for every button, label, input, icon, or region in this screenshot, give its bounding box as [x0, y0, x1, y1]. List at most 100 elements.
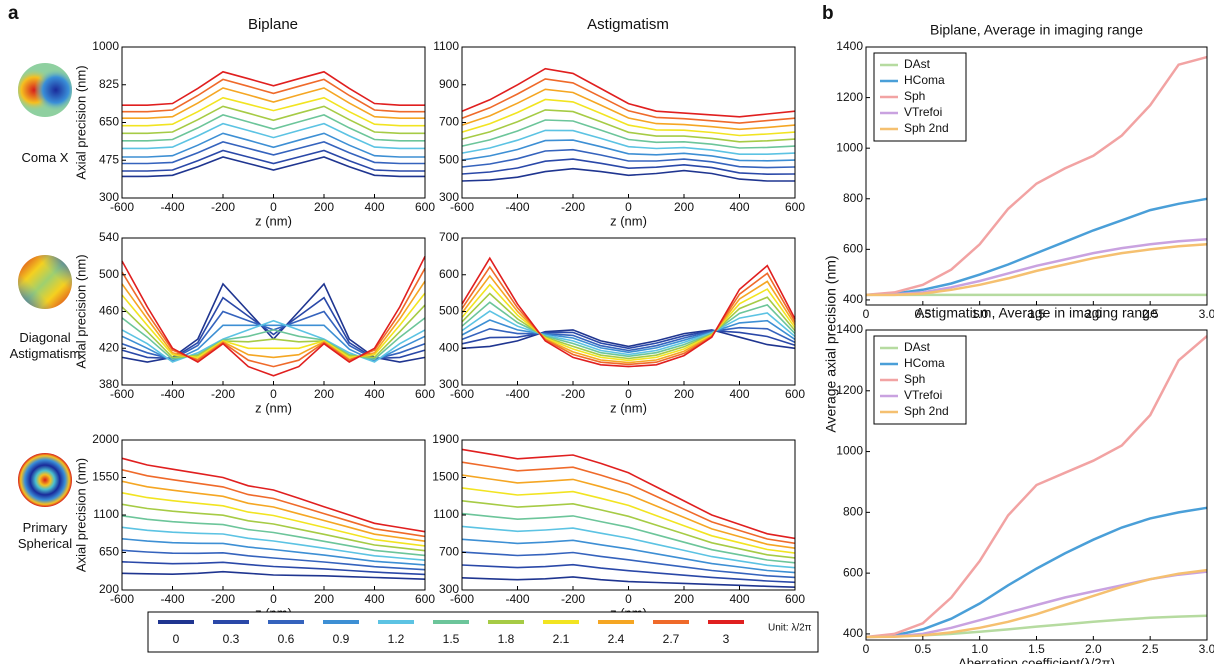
- data-line: [866, 243, 1208, 297]
- chart-title: Biplane, Average in imaging range: [930, 22, 1143, 38]
- x-tick-label: 200: [674, 387, 694, 401]
- legend-label: DAst: [904, 340, 931, 354]
- data-line: [461, 98, 796, 137]
- legend-label: 2.1: [553, 632, 570, 646]
- y-tick-label: 650: [99, 545, 119, 559]
- pupil-coma: [18, 63, 72, 117]
- y-tick-label: 1100: [433, 507, 459, 521]
- y-tick-label: 800: [843, 505, 863, 519]
- data-line: [121, 292, 426, 359]
- panel-label: b: [822, 3, 834, 24]
- y-tick-label: 900: [439, 77, 459, 91]
- x-tick-label: 200: [674, 200, 694, 214]
- legend-label: 2.7: [663, 632, 680, 646]
- data-line: [122, 149, 425, 172]
- legend-label: 1.5: [443, 632, 460, 646]
- x-tick-label: 2.0: [1085, 307, 1102, 321]
- data-line: [461, 487, 796, 554]
- x-tick-label: -400: [160, 387, 184, 401]
- x-tick-label: -200: [561, 387, 585, 401]
- data-line: [461, 551, 796, 579]
- data-line: [461, 78, 796, 124]
- x-tick-label: -200: [561, 200, 585, 214]
- data-line: [122, 87, 425, 119]
- data-line: [122, 141, 425, 165]
- data-line: [461, 67, 796, 118]
- x-tick-label: 0: [863, 642, 870, 656]
- panel-label: a: [8, 3, 19, 24]
- legend-box: [147, 611, 819, 653]
- data-line: [865, 55, 1208, 297]
- x-tick-label: 2.5: [1142, 307, 1159, 321]
- legend-label: 1.2: [388, 632, 405, 646]
- y-tick-label: 300: [439, 190, 459, 204]
- y-tick-label: 1000: [836, 140, 863, 154]
- data-line: [121, 280, 426, 361]
- data-line: [121, 469, 426, 538]
- data-line: [461, 119, 796, 149]
- x-tick-label: 2.0: [1085, 642, 1102, 656]
- x-tick-label: -400: [160, 592, 184, 606]
- column-title: Astigmatism: [587, 16, 669, 33]
- legend-label: DAst: [904, 57, 931, 71]
- data-line: [461, 512, 796, 564]
- data-line: [461, 256, 796, 368]
- data-line: [461, 148, 796, 169]
- data-line: [121, 515, 426, 557]
- x-tick-label: -200: [211, 592, 235, 606]
- y-axis-label: Axial precision (nm): [73, 458, 88, 572]
- chart-title: Astigmatism, Average in imaging range: [915, 305, 1158, 321]
- legend-label: 0: [173, 632, 180, 646]
- x-tick-label: 600: [785, 200, 805, 214]
- x-tick-label: 1.0: [971, 307, 988, 321]
- y-tick-label: 400: [843, 626, 863, 640]
- y-tick-label: 300: [99, 190, 119, 204]
- data-line: [461, 274, 796, 364]
- x-tick-label: 600: [785, 592, 805, 606]
- y-tick-label: 800: [843, 191, 863, 205]
- data-line: [461, 139, 796, 162]
- x-tick-label: 400: [729, 387, 749, 401]
- x-tick-label: -600: [450, 592, 474, 606]
- data-line: [461, 329, 796, 350]
- x-tick-label: 2.5: [1142, 642, 1159, 656]
- data-line: [121, 561, 426, 576]
- y-tick-label: 700: [439, 230, 459, 244]
- x-tick-label: 400: [364, 200, 384, 214]
- y-tick-label: 825: [99, 77, 119, 91]
- x-tick-label: 200: [314, 200, 334, 214]
- y-tick-label: 1000: [836, 444, 863, 458]
- data-line: [461, 563, 796, 584]
- x-tick-label: 0: [270, 592, 277, 606]
- y-tick-label: 300: [439, 582, 459, 596]
- y-tick-label: 1100: [433, 39, 459, 53]
- pupil-astig: [18, 255, 72, 309]
- data-line: [121, 304, 426, 359]
- y-tick-label: 1500: [432, 470, 459, 484]
- y-tick-label: 1900: [432, 432, 459, 446]
- y-tick-label: 1200: [836, 383, 863, 397]
- x-tick-label: 400: [364, 592, 384, 606]
- x-tick-label: 0: [625, 592, 632, 606]
- data-line: [122, 78, 425, 113]
- y-tick-label: 1550: [92, 470, 119, 484]
- data-line: [122, 96, 425, 127]
- data-line: [865, 568, 1208, 639]
- plot-frame: [121, 237, 426, 386]
- x-tick-label: 400: [729, 592, 749, 606]
- legend-label: 0.9: [333, 632, 350, 646]
- y-tick-label: 475: [99, 152, 119, 166]
- x-tick-label: 600: [415, 387, 435, 401]
- data-line: [122, 114, 425, 142]
- legend-label: 2.4: [608, 632, 625, 646]
- column-title: Biplane: [248, 16, 298, 33]
- data-line: [121, 549, 426, 571]
- x-tick-label: -600: [110, 200, 134, 214]
- data-line: [121, 282, 426, 363]
- legend-label: Sph: [904, 89, 925, 103]
- pupil-spherical: [18, 453, 72, 507]
- data-line: [461, 329, 796, 350]
- x-tick-label: -400: [505, 592, 529, 606]
- y-tick-label: 1400: [836, 39, 863, 53]
- x-axis-label: z (nm): [610, 400, 647, 415]
